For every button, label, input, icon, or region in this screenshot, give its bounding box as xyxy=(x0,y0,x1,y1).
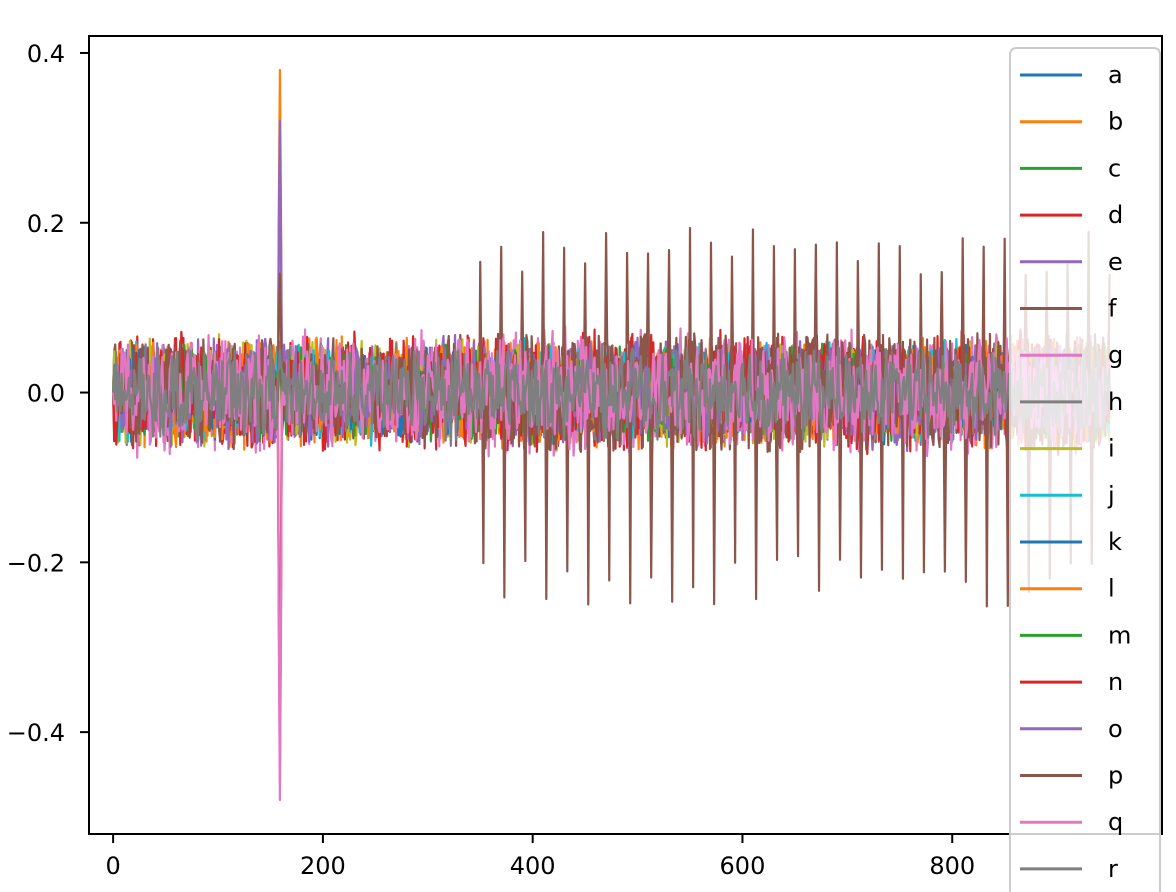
x-tick-label: 400 xyxy=(510,852,556,880)
x-tick-label: 600 xyxy=(720,852,766,880)
legend-label-r: r xyxy=(1108,855,1118,883)
legend-box xyxy=(1009,47,1161,892)
legend-label-a: a xyxy=(1108,61,1123,89)
legend-label-g: g xyxy=(1108,341,1123,369)
legend-label-c: c xyxy=(1108,154,1121,182)
legend-label-p: p xyxy=(1108,762,1123,790)
x-tick-label: 800 xyxy=(929,852,975,880)
y-tick-label: −0.2 xyxy=(7,549,65,577)
x-axis: 0 200 400 600 800 xyxy=(105,834,975,880)
y-tick-label: 0.0 xyxy=(27,380,65,408)
legend-label-k: k xyxy=(1108,528,1122,556)
y-tick-label: 0.4 xyxy=(27,40,65,68)
legend-label-l: l xyxy=(1108,575,1115,603)
series-line-r xyxy=(112,343,1111,444)
x-tick-label: 200 xyxy=(300,852,346,880)
x-tick-label: 0 xyxy=(105,852,120,880)
series-layer xyxy=(112,68,1111,802)
legend-label-j: j xyxy=(1107,481,1115,509)
legend-label-q: q xyxy=(1108,808,1123,836)
legend-label-n: n xyxy=(1108,668,1123,696)
legend-label-e: e xyxy=(1108,248,1123,276)
legend-label-h: h xyxy=(1108,388,1123,416)
legend-label-b: b xyxy=(1108,108,1123,136)
plot-frame xyxy=(88,35,1163,835)
series-line-q xyxy=(112,337,1110,785)
y-tick-label: 0.2 xyxy=(27,210,65,238)
y-tick-label: −0.4 xyxy=(7,719,65,747)
y-axis: 0.4 0.2 0.0 −0.2 −0.4 xyxy=(7,40,89,747)
legend-label-o: o xyxy=(1108,715,1123,743)
legend-label-i: i xyxy=(1108,435,1115,463)
legend-label-f: f xyxy=(1108,295,1117,323)
legend-label-m: m xyxy=(1108,621,1131,649)
plot-area xyxy=(112,68,1111,802)
legend-label-d: d xyxy=(1108,201,1123,229)
